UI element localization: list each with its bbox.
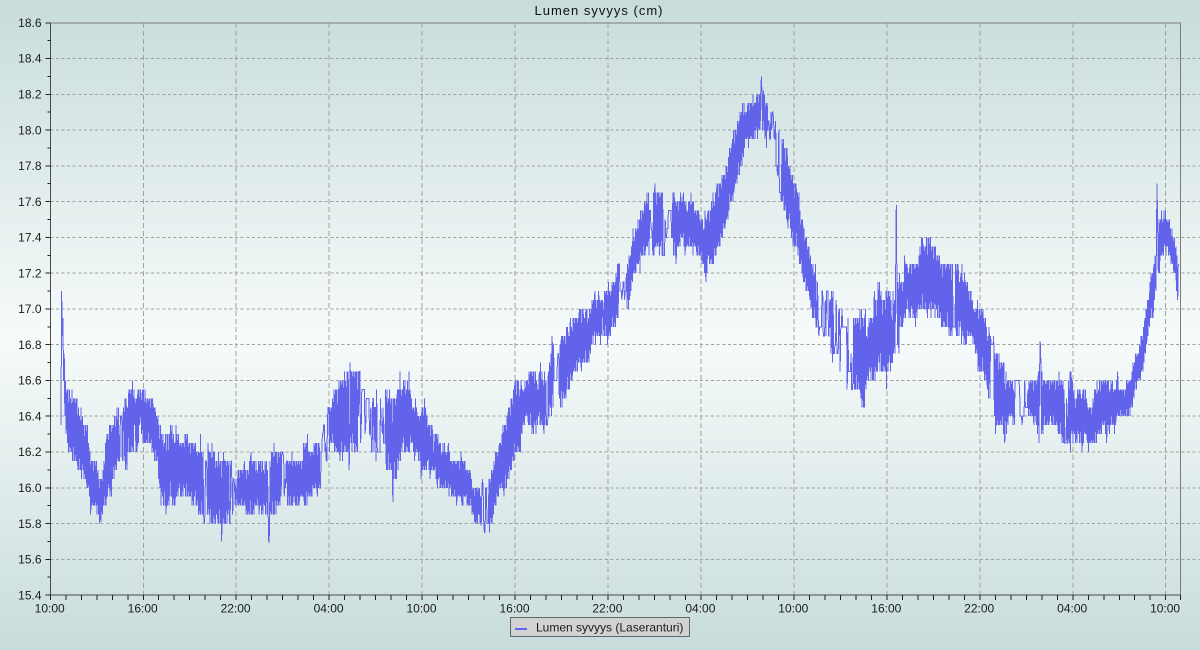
svg-text:10:00: 10:00 bbox=[35, 601, 65, 615]
svg-text:15.4: 15.4 bbox=[18, 588, 42, 602]
svg-text:10:00: 10:00 bbox=[1150, 601, 1180, 615]
svg-text:04:00: 04:00 bbox=[314, 601, 344, 615]
svg-text:04:00: 04:00 bbox=[685, 601, 715, 615]
svg-text:17.4: 17.4 bbox=[18, 231, 42, 245]
svg-text:17.0: 17.0 bbox=[18, 302, 42, 316]
svg-text:16:00: 16:00 bbox=[871, 601, 901, 615]
svg-text:17.8: 17.8 bbox=[18, 159, 42, 173]
svg-text:Lumen syvyys (Laseranturi): Lumen syvyys (Laseranturi) bbox=[536, 621, 683, 635]
svg-text:10:00: 10:00 bbox=[778, 601, 808, 615]
svg-text:16.0: 16.0 bbox=[18, 481, 42, 495]
svg-text:16.8: 16.8 bbox=[18, 338, 42, 352]
svg-text:18.2: 18.2 bbox=[18, 88, 42, 102]
svg-text:18.0: 18.0 bbox=[18, 123, 42, 137]
svg-text:16.4: 16.4 bbox=[18, 409, 42, 423]
svg-text:22:00: 22:00 bbox=[964, 601, 994, 615]
svg-text:18.4: 18.4 bbox=[18, 52, 42, 66]
svg-text:04:00: 04:00 bbox=[1057, 601, 1087, 615]
svg-text:16.2: 16.2 bbox=[18, 445, 42, 459]
svg-text:16:00: 16:00 bbox=[499, 601, 529, 615]
svg-text:22:00: 22:00 bbox=[221, 601, 251, 615]
svg-text:17.2: 17.2 bbox=[18, 266, 42, 280]
svg-text:16:00: 16:00 bbox=[128, 601, 158, 615]
svg-text:15.6: 15.6 bbox=[18, 553, 42, 567]
svg-text:Lumen syvyys (cm): Lumen syvyys (cm) bbox=[535, 3, 664, 18]
svg-text:16.6: 16.6 bbox=[18, 374, 42, 388]
svg-text:10:00: 10:00 bbox=[406, 601, 436, 615]
svg-text:18.6: 18.6 bbox=[18, 16, 42, 30]
svg-text:17.6: 17.6 bbox=[18, 195, 42, 209]
svg-text:15.8: 15.8 bbox=[18, 517, 42, 531]
svg-text:22:00: 22:00 bbox=[592, 601, 622, 615]
